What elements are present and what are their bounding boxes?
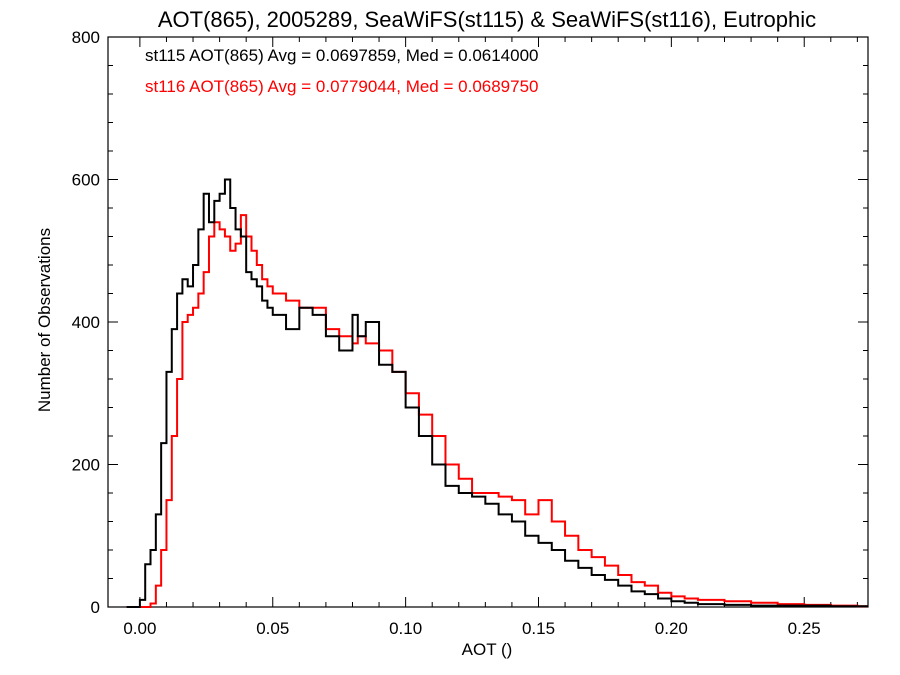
y-tick-label: 200 xyxy=(72,456,100,475)
y-tick-label: 800 xyxy=(72,28,100,47)
plot-area: 0.00 0.05 0.10 0.15 0.20 0.25 0 200 400 600 800 xyxy=(72,28,869,638)
x-axis-label: AOT () xyxy=(462,640,513,659)
series-st115-line xyxy=(126,178,868,608)
y-tick-label: 400 xyxy=(72,313,100,332)
x-tick-label: 0.00 xyxy=(123,619,156,638)
annotation-st116: st116 AOT(865) Avg = 0.0779044, Med = 0.… xyxy=(145,77,539,96)
plot-frame xyxy=(107,36,869,608)
x-tick-label: 0.20 xyxy=(655,619,688,638)
y-tick-label: 600 xyxy=(72,171,100,190)
x-tick-label: 0.15 xyxy=(522,619,555,638)
x-tick-label: 0.05 xyxy=(256,619,289,638)
series-st116-line xyxy=(126,214,868,608)
chart-title: AOT(865), 2005289, SeaWiFS(st115) & SeaW… xyxy=(158,7,816,32)
x-tick-label: 0.10 xyxy=(389,619,422,638)
y-tick-label: 0 xyxy=(91,598,100,617)
y-axis-label: Number of Observations xyxy=(35,228,54,412)
x-tick-label: 0.25 xyxy=(788,619,821,638)
annotation-st115: st115 AOT(865) Avg = 0.0697859, Med = 0.… xyxy=(145,46,539,65)
